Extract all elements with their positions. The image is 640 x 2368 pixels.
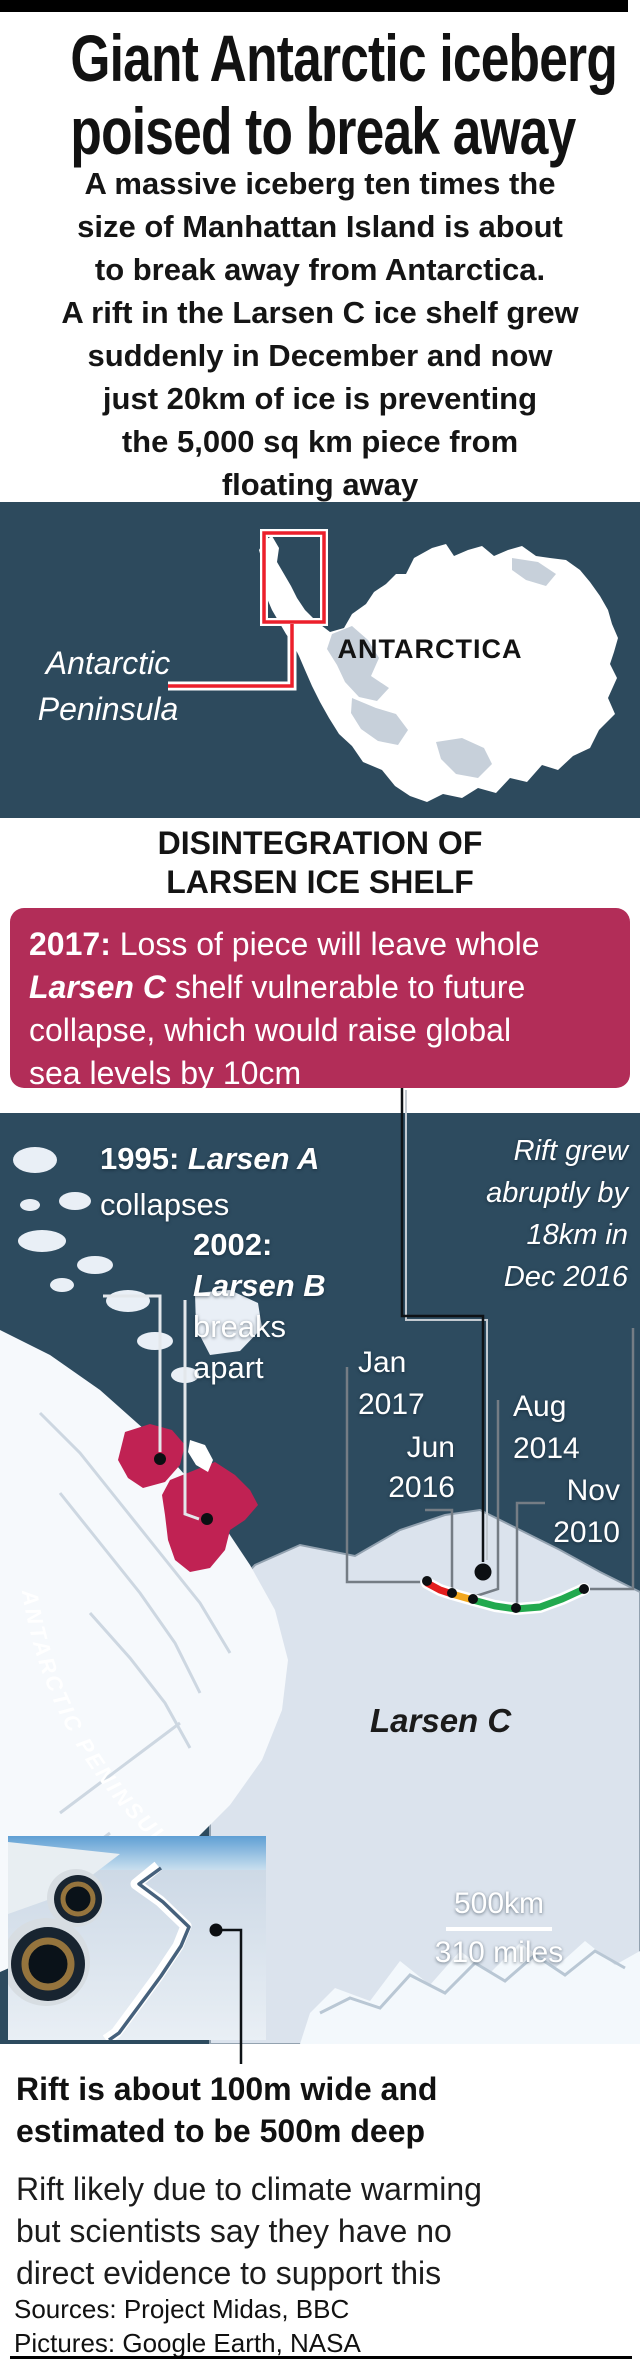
top-black-bar xyxy=(0,0,628,12)
rift-growth-note: Rift grew abruptly by 18km in Dec 2016 xyxy=(486,1135,628,1293)
rift-segment-old xyxy=(469,1585,588,1613)
scale-miles-label: 310 miles xyxy=(434,1936,564,1969)
date-label-jan-2017: Jan 2017 xyxy=(358,1346,425,1421)
date-leader-lines xyxy=(345,1328,635,1605)
photo-caption: Rift is about 100m wide and estimated to … xyxy=(16,2071,438,2149)
larsen-a-patch xyxy=(118,1424,185,1488)
callout-2017-box: 2017: Loss of piece will leave whole Lars… xyxy=(10,908,630,1091)
peninsula-highlight-box xyxy=(262,531,326,624)
date-label-nov-2010: Nov 2010 xyxy=(553,1474,620,1549)
event-leader-lines xyxy=(103,1294,200,1521)
date-label-jun-2016: Jun 2016 xyxy=(388,1431,455,1504)
iceberg-sliver xyxy=(188,1440,213,1472)
title-line-2: poised to break away xyxy=(70,94,576,168)
date-label-aug-2014: Aug 2014 xyxy=(513,1390,580,1465)
peninsula-leader-line xyxy=(168,624,294,688)
pictures-line: Pictures: Google Earth, NASA xyxy=(14,2328,361,2358)
bottom-mountains xyxy=(300,1941,640,2044)
rift-marker-dots xyxy=(154,1453,589,1613)
intro-text: A massive iceberg ten times the size of M… xyxy=(61,166,579,502)
bottom-rule xyxy=(10,2356,632,2359)
footnote-text: Rift likely due to climate warming but sc… xyxy=(16,2171,482,2291)
scale-bar xyxy=(446,1927,552,1931)
sources-line: Sources: Project Midas, BBC xyxy=(14,2294,350,2324)
scale-km-label: 500km xyxy=(453,1887,545,1920)
title-line-1: Giant Antarctic iceberg xyxy=(70,21,617,95)
antarctica-continent xyxy=(259,536,618,802)
section-heading: DISINTEGRATION OF LARSEN ICE SHELF xyxy=(157,825,483,900)
larsen-c-region-label: Larsen C xyxy=(370,1702,512,1739)
larsen-satellite-map: ANTARCTIC PENINSULA xyxy=(0,1113,640,2044)
rift-aerial-photo xyxy=(8,1836,266,2040)
ice-shelf-shade-4 xyxy=(512,558,556,586)
peninsula-landmass xyxy=(0,1330,288,1972)
rift-photo-art xyxy=(8,1836,266,2040)
ice-shelf-shade-2 xyxy=(351,698,408,745)
antarctica-label: ANTARCTICA xyxy=(337,634,523,664)
bottom-ridge-line xyxy=(319,1949,626,2015)
locator-map-art xyxy=(168,529,618,802)
credits: Sources: Project Midas, BBC Pictures: Go… xyxy=(14,2292,614,2360)
aircraft-engine-lower xyxy=(8,1918,90,2006)
photo-rift-crack xyxy=(107,1866,191,2040)
antarctic-peninsula-label: Antarctic Peninsula xyxy=(37,645,179,727)
ice-shelf-shade-3 xyxy=(436,738,492,778)
antarctica-locator-map xyxy=(0,502,640,818)
satellite-map-art: ANTARCTIC PENINSULA xyxy=(0,1147,640,2044)
aircraft-engine-upper xyxy=(47,1869,105,1927)
page-title: Giant Antarctic iceberg poised to break … xyxy=(0,22,640,168)
ice-shelf-shade-1 xyxy=(327,626,389,701)
larsen-c-shelf xyxy=(209,1508,640,2044)
map-scale: 500km 310 miles xyxy=(418,1886,580,1971)
